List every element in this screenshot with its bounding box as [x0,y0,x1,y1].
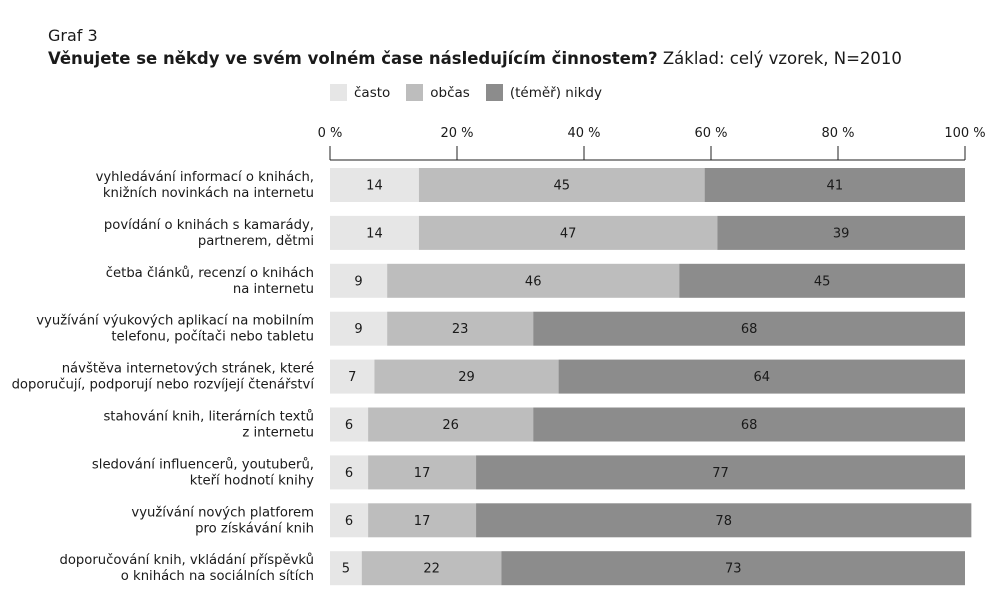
bar-segment-7-0 [330,503,369,538]
category-label-3-line-0: využívání výukových aplikací na mobilním [36,313,314,329]
bar-segment-3-2 [533,311,965,346]
bar-value-0-2: 41 [827,179,844,194]
bar-value-6-2: 77 [712,466,729,481]
legend-item-nikdy: (téměř) nikdy [485,84,602,101]
bar-segment-1-0 [330,215,419,250]
bar-segment-4-2 [558,359,965,394]
bar-segment-2-2 [679,263,965,298]
bar-value-4-0: 7 [348,370,356,385]
legend-label-nikdy: (téměř) nikdy [509,84,602,101]
chart-overline: Graf 3 [48,26,98,45]
bar-segment-8-0 [330,551,362,586]
chart-title: Věnujete se někdy ve svém volném čase ná… [48,49,658,68]
x-tick-label-100: 100 % [944,126,985,141]
bar-value-8-1: 22 [423,562,440,577]
category-label-5-line-0: stahování knih, literárních textů [103,409,314,425]
bar-value-6-0: 6 [345,466,353,481]
legend-swatch-obcas [406,84,424,101]
legend-item-obcas: občas [406,84,470,101]
bar-value-7-0: 6 [345,514,353,529]
category-label-0-line-1: knižních novinkách na internetu [103,185,314,201]
bar-value-2-1: 46 [525,274,542,289]
x-tick-label-80: 80 % [821,126,854,141]
bar-value-1-1: 47 [560,226,577,241]
bar-value-4-1: 29 [458,370,475,385]
category-label-7-line-1: pro získávání knih [195,520,314,536]
category-label-4-line-1: doporučují, podporují nebo rozvíjejí čte… [12,377,316,393]
bar-segment-8-2 [501,551,965,586]
bar-segment-1-1 [418,215,718,250]
legend-label-obcas: občas [430,84,470,101]
bar-value-4-2: 64 [754,370,771,385]
bar-segment-8-1 [361,551,502,586]
bar-segment-3-1 [387,311,534,346]
bar-segment-2-0 [330,263,388,298]
bar-value-7-2: 78 [715,514,732,529]
bar-value-5-0: 6 [345,418,353,433]
bar-segment-6-1 [368,455,477,490]
chart-title-line: Věnujete se někdy ve svém volném čase ná… [48,48,902,70]
bar-segment-4-1 [374,359,559,394]
chart-header: Graf 3 Věnujete se někdy ve svém volném … [48,26,902,70]
bar-value-5-2: 68 [741,418,758,433]
bar-segment-2-1 [387,263,680,298]
bar-value-6-1: 17 [414,466,431,481]
bar-segment-1-2 [717,215,965,250]
bar-segment-0-2 [704,168,965,202]
bar-value-3-1: 23 [452,322,469,337]
bar-segment-4-0 [330,359,375,394]
category-label-6-line-0: sledování influencerů, youtuberů, [92,456,314,472]
bar-segment-7-1 [368,503,477,538]
bar-segment-5-0 [330,407,369,442]
category-label-1-line-1: partnerem, dětmi [198,233,314,249]
category-label-0-line-0: vyhledávání informací o knihách, [96,169,314,185]
category-label-1-line-0: povídání o knihách s kamarády, [104,217,314,233]
chart-legend: často občas (téměř) nikdy [330,84,618,101]
bar-segment-5-2 [533,407,965,442]
x-tick-label-20: 20 % [440,126,473,141]
legend-label-casto: často [354,84,391,101]
category-label-2-line-0: četba článků, recenzí o knihách [106,265,314,281]
category-label-7-line-0: využívání nových platforem [131,504,314,520]
x-tick-label-0: 0 % [318,126,343,141]
bar-value-8-2: 73 [725,562,742,577]
bar-value-5-1: 26 [442,418,459,433]
legend-swatch-casto [330,84,347,101]
bar-value-3-2: 68 [741,322,758,337]
x-tick-label-40: 40 % [567,126,600,141]
category-label-2-line-1: na internetu [233,282,314,297]
bar-value-2-2: 45 [814,274,831,289]
category-label-8-line-0: doporučování knih, vkládání příspěvků [59,552,314,568]
chart-subtitle: Základ: celý vzorek, N=2010 [662,49,902,68]
category-label-3-line-1: telefonu, počítači nebo tabletu [111,329,314,345]
bar-segment-3-0 [330,311,388,346]
bar-value-1-0: 14 [366,226,383,241]
category-label-4-line-0: návštěva internetových stránek, které [62,361,314,377]
bar-segment-6-2 [476,455,965,490]
bar-segment-0-1 [418,168,705,202]
bar-value-0-1: 45 [554,179,571,194]
category-label-8-line-1: o knihách na sociálních sítích [121,568,314,584]
legend-swatch-nikdy [485,84,503,101]
category-label-5-line-1: z internetu [242,426,314,441]
bar-value-3-0: 9 [354,322,362,337]
bar-value-1-2: 39 [833,226,850,241]
bar-value-7-1: 17 [414,514,431,529]
bar-value-2-0: 9 [354,274,362,289]
bar-segment-0-0 [330,168,419,202]
legend-item-casto: často [330,84,390,101]
bar-segment-5-1 [368,407,534,442]
bar-segment-6-0 [330,455,369,490]
bar-value-0-0: 14 [366,179,383,194]
x-tick-label-60: 60 % [694,126,727,141]
bar-value-8-0: 5 [342,562,350,577]
category-label-6-line-1: kteří hodnotí knihy [190,472,314,488]
bar-segment-7-2 [476,503,972,538]
